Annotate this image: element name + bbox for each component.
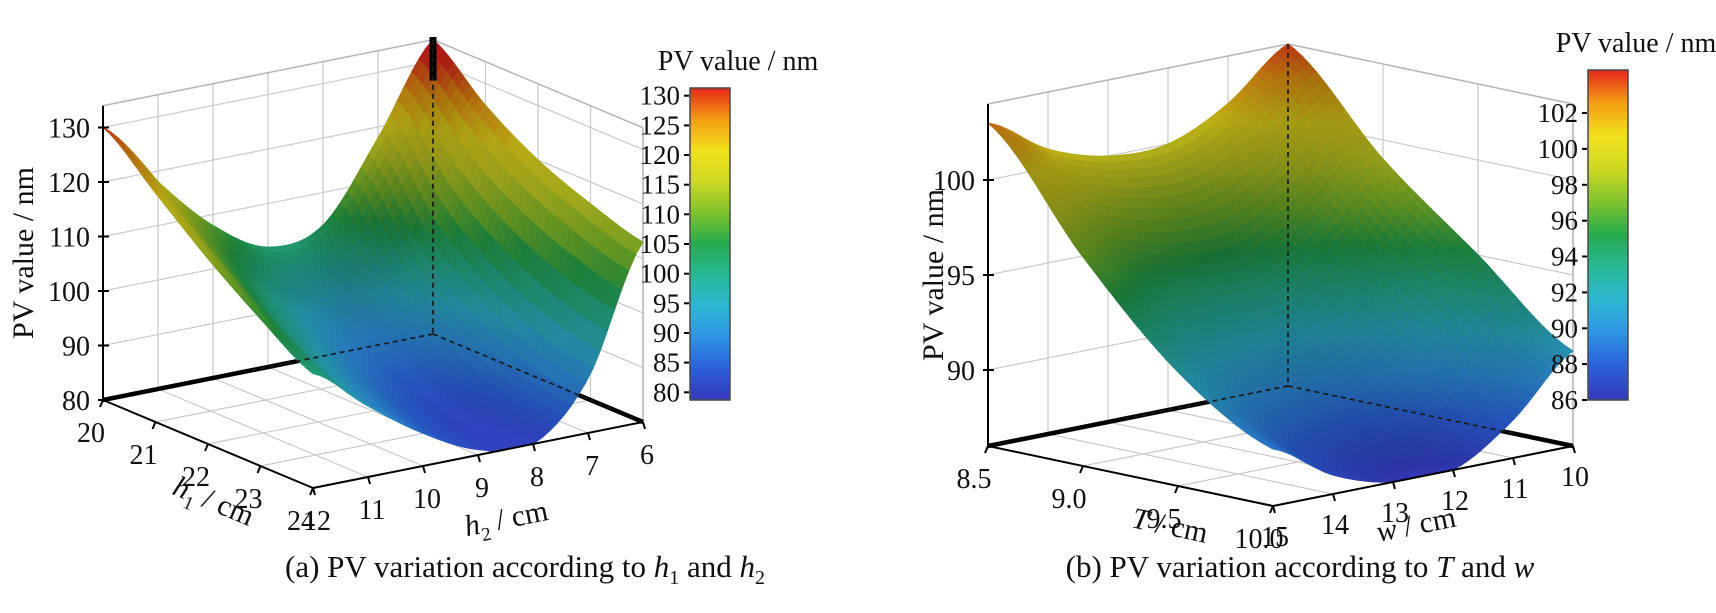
x-axis-title: T / cm: [1129, 502, 1211, 550]
projection-dashed-lines: [251, 39, 612, 410]
colorbar-tick-label: 115: [641, 170, 681, 200]
z-tick-label: 100: [933, 166, 975, 197]
x-axis-title: h1 / cm: [166, 470, 259, 539]
x-tick-label: 24: [287, 506, 315, 537]
z-tick-label: 90: [947, 356, 975, 387]
colorbar-tick-label: 80: [653, 377, 680, 407]
colorbar-tick-label: 102: [1538, 98, 1579, 128]
projection-dashed-lines: [1122, 44, 1517, 435]
y-tick-label: 12: [303, 506, 331, 537]
y-tick-label: 6: [640, 440, 654, 471]
colorbar-tick-label: 100: [1538, 134, 1579, 164]
y-tick-label: 11: [1502, 474, 1529, 505]
z-tick-label: 110: [49, 223, 90, 254]
colorbar-tick-label: 105: [640, 229, 681, 259]
x-tick-label: 10.0: [1235, 524, 1284, 555]
colorbar-tick-label: 110: [641, 199, 681, 229]
z-tick-label: 90: [62, 332, 90, 363]
caption-b-var2: w: [1513, 549, 1535, 584]
y-tick-label: 9: [475, 473, 489, 504]
y-tick-label: 12: [1441, 486, 1469, 517]
colorbar-tick-label: 90: [653, 318, 680, 348]
z-tick-label: 130: [48, 114, 90, 145]
x-tick-label: 23: [235, 484, 263, 515]
caption-b-pre: (b) PV variation according to: [1065, 549, 1437, 584]
colorbar-tick-label: 130: [640, 81, 681, 111]
caption-a-sub2: 2: [755, 567, 765, 590]
x-tick-label: 9.0: [1052, 484, 1087, 515]
x-tick-label: 21: [130, 440, 158, 471]
x-tick-label: 8.5: [957, 464, 992, 495]
x-tick-label: 9.5: [1147, 504, 1182, 535]
y-tick-label: 7: [585, 451, 599, 482]
y-tick-label: 10: [1561, 462, 1589, 493]
colorbar-tick-label: 98: [1551, 170, 1578, 200]
caption-b-mid: and: [1453, 549, 1514, 584]
colorbar-tick-label: 85: [653, 348, 680, 378]
y-axis: [1272, 445, 1574, 507]
colorbar-tick-label: 100: [640, 259, 681, 289]
colorbar-tick-label: 125: [640, 110, 681, 140]
x-tick-label: 20: [77, 418, 105, 449]
y-tick-label: 10: [413, 484, 441, 515]
caption-a-mid: and: [679, 549, 740, 584]
x-axis: [987, 445, 1274, 507]
colorbar-tick-label: 92: [1551, 277, 1578, 307]
z-axis-title: PV value / nm: [917, 189, 950, 361]
z-tick-label: 80: [62, 386, 90, 417]
colorbar: 102 100 98 96 94 92 90 88 86 PV value / nm: [1538, 28, 1716, 415]
surface: [102, 38, 644, 452]
colorbar-title: PV value / nm: [1556, 28, 1716, 59]
caption-panel-b: (b) PV variation according to T and w: [1020, 549, 1580, 590]
colorbar-tick-label: 120: [640, 140, 681, 170]
colorbar-tick-label: 95: [653, 288, 680, 318]
surface: [986, 43, 1574, 483]
colorbar-tick-label: 88: [1551, 349, 1578, 379]
z-axis-title: PV value / nm: [7, 167, 40, 339]
caption-a-pre: (a) PV variation according to: [285, 549, 654, 584]
caption-a-var2: h: [739, 549, 756, 584]
z-tick-label: 95: [947, 261, 975, 292]
y-tick-label: 15: [1261, 522, 1289, 553]
y-tick-label: 14: [1321, 510, 1349, 541]
tick-labels: 90 95 100 8.5 9.0 9.5 10.015 14 13 12 11 10: [933, 166, 1589, 555]
caption-a-var1: h: [653, 549, 670, 584]
z-tick-label: 120: [48, 168, 90, 199]
caption-a-sub1: 1: [669, 567, 680, 590]
y-tick-label: 8: [530, 462, 544, 493]
caption-b-var1: T: [1436, 549, 1454, 584]
y-tick-label: 11: [359, 495, 386, 526]
colorbar-tick-label: 86: [1551, 385, 1578, 415]
x-tick-label: 22: [182, 462, 210, 493]
colorbar-tick-label: 94: [1551, 242, 1579, 272]
colorbar-tick-label: 90: [1551, 313, 1578, 343]
z-tick-label: 100: [48, 277, 90, 308]
y-tick-label: 13: [1381, 498, 1409, 529]
colorbar-tick-label: 96: [1551, 206, 1578, 236]
caption-panel-a: (a) PV variation according to h1 and h2: [165, 549, 885, 590]
colorbar-title: PV value / nm: [658, 46, 819, 77]
